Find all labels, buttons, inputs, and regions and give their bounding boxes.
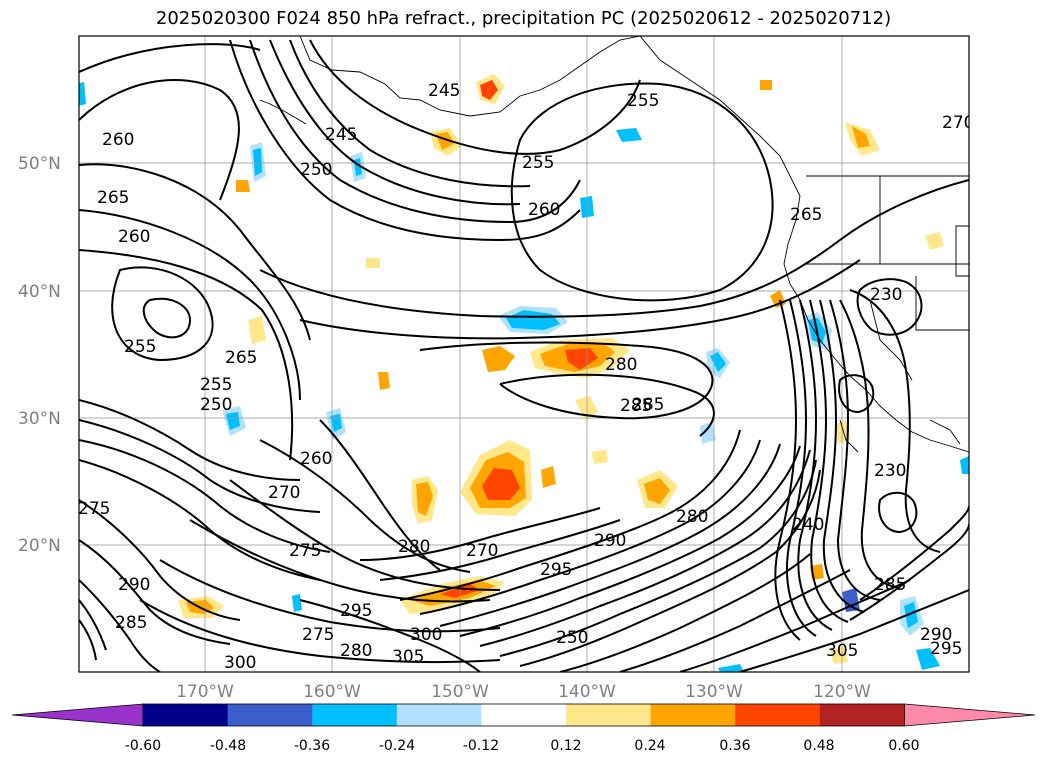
lon-label-160w: 160°W [303, 682, 361, 702]
lat-label-30n: 30°N [18, 409, 61, 429]
colorbar-swatch [227, 704, 313, 726]
contour-label: 285 [632, 395, 664, 415]
colorbar-swatch [819, 704, 905, 726]
coastlines [259, 36, 969, 453]
contour-label: 285 [115, 613, 147, 633]
colorbar-tick-label: 0.12 [550, 738, 581, 754]
contour-label: 245 [428, 81, 460, 101]
colorbar [11, 703, 1036, 727]
colorbar-extend-high [904, 703, 1036, 727]
contour-label: 245 [325, 125, 357, 145]
contour-label: 285 [620, 396, 652, 416]
colorbar-tick-label: -0.12 [463, 738, 499, 754]
colorbar-swatch [481, 704, 567, 726]
contour-label: 265 [97, 188, 129, 208]
lat-label-50n: 50°N [18, 154, 61, 174]
contour-label: 230 [874, 461, 906, 481]
contour-label: 290 [920, 625, 952, 645]
contour-label: 255 [627, 91, 659, 111]
map-title: 2025020300 F024 850 hPa refract., precip… [155, 8, 892, 29]
contour-label: 270 [268, 483, 300, 503]
lat-label-20n: 20°N [18, 536, 61, 556]
colorbar-swatch [143, 704, 229, 726]
colorbar-tick-label: -0.48 [210, 738, 246, 754]
contour-label: 275 [78, 499, 110, 519]
colorbar-extend-low [11, 703, 144, 727]
contour-label: 255 [124, 337, 156, 357]
colorbar-tick-label: 0.60 [888, 738, 919, 754]
map-frame [78, 35, 970, 673]
contour-label: 250 [556, 628, 588, 648]
precipitation-shading [79, 74, 969, 672]
latitude-labels: 50°N 40°N 30°N 20°N [18, 154, 61, 556]
colorbar-swatch [396, 704, 482, 726]
colorbar-swatch [312, 704, 398, 726]
contour-label: 250 [200, 395, 232, 415]
contour-label: 230 [870, 285, 902, 305]
lon-label-150w: 150°W [431, 682, 489, 702]
contour-label: 275 [289, 541, 321, 561]
longitude-labels: 170°W 160°W 150°W 140°W 130°W 120°W [176, 682, 871, 702]
contour-label: 240 [792, 515, 824, 535]
lon-label-130w: 130°W [685, 682, 743, 702]
colorbar-tick-label: 0.36 [719, 738, 750, 754]
contour-label: 295 [340, 601, 372, 621]
contour-label: 305 [392, 647, 424, 667]
colorbar-swatch [735, 704, 821, 726]
map-plot-area: 245 255 270 260 265 260 255 245 250 250 … [78, 36, 974, 673]
contour-label: 280 [605, 355, 637, 375]
contour-label: 280 [676, 507, 708, 527]
contour-label: 300 [410, 625, 442, 645]
lon-label-140w: 140°W [558, 682, 616, 702]
contour-label: 250 [300, 160, 332, 180]
contour-label: 270 [942, 113, 974, 133]
contour-label: 295 [540, 560, 572, 580]
colorbar-tick-label: 0.24 [634, 738, 665, 754]
colorbar-swatch [566, 704, 652, 726]
lon-label-170w: 170°W [176, 682, 234, 702]
contour-label: 280 [398, 537, 430, 557]
contour-label: 255 [200, 375, 232, 395]
colorbar-frame [142, 703, 905, 727]
contour-labels: 245 255 270 260 265 260 255 245 250 250 … [78, 81, 974, 673]
colorbar-tick-label: -0.36 [294, 738, 330, 754]
contour-label: 260 [528, 200, 560, 220]
contour-label: 300 [224, 653, 256, 673]
colorbar-ticks: -0.60 -0.48 -0.36 -0.24 -0.12 0.12 0.24 … [125, 738, 920, 754]
contour-label: 280 [340, 641, 372, 661]
lat-label-40n: 40°N [18, 282, 61, 302]
contour-label: 285 [874, 575, 906, 595]
contour-label: 265 [790, 205, 822, 225]
contour-label: 275 [302, 625, 334, 645]
colorbar-tick-label: -0.60 [125, 738, 161, 754]
contour-label: 260 [300, 449, 332, 469]
contour-label: 290 [118, 575, 150, 595]
contour-label: 290 [594, 531, 626, 551]
colorbar-tick-label: -0.24 [379, 738, 415, 754]
contour-label: 255 [522, 153, 554, 173]
contour-label: 260 [102, 130, 134, 150]
contour-label: 265 [225, 348, 257, 368]
refractivity-contours [79, 39, 969, 672]
contour-label: 295 [930, 639, 962, 659]
lon-label-120w: 120°W [813, 682, 871, 702]
colorbar-tick-label: 0.48 [803, 738, 834, 754]
contour-label: 260 [118, 227, 150, 247]
colorbar-swatch [650, 704, 736, 726]
contour-label: 305 [826, 641, 858, 661]
contour-label: 270 [466, 541, 498, 561]
